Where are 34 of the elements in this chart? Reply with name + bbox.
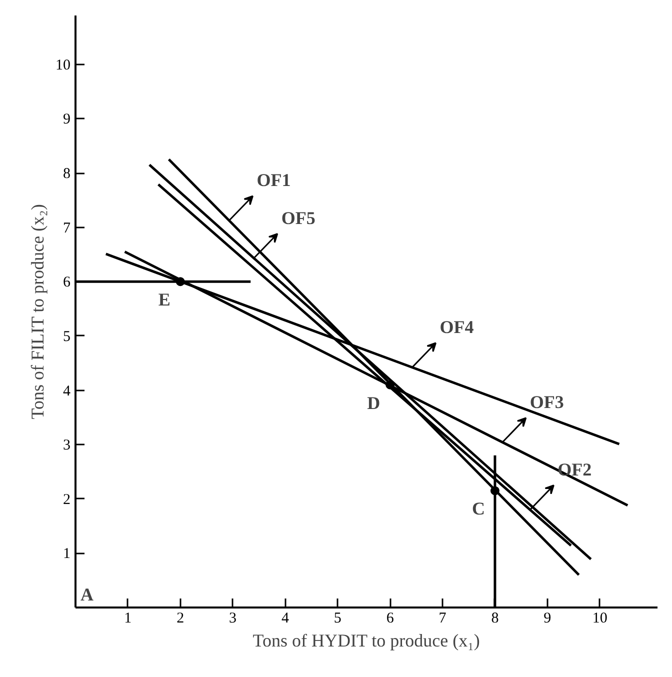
x-tick-label: 9 [544, 610, 552, 626]
x-tick-label: 7 [438, 610, 447, 626]
y-tick-label: 1 [63, 546, 70, 562]
y-tick-label: 9 [63, 112, 70, 128]
annotation: OF1 [256, 170, 291, 190]
y-tick-label: 10 [56, 57, 70, 74]
point [386, 380, 395, 390]
annotation: D [367, 392, 380, 413]
y-tick-label: 5 [63, 328, 70, 345]
x-tick-label: 8 [491, 610, 499, 626]
y-tick-label: 7 [63, 220, 71, 236]
point [490, 486, 500, 496]
point [176, 277, 185, 286]
x-tick-label: 6 [386, 610, 394, 626]
x-axis-title: Tons of HYDIT to produce (x₁) [252, 630, 480, 650]
y-tick-label: 2 [63, 492, 70, 508]
x-tick-label: 4 [281, 610, 290, 626]
annotation: OF4 [440, 317, 474, 337]
y-tick-label: 4 [63, 383, 71, 400]
x-tick-label: 5 [334, 610, 342, 626]
annotation: C [472, 498, 485, 519]
x-tick-label: 2 [176, 610, 184, 626]
y-axis-title: Tons of FILIT to produce (x₂) [28, 204, 48, 420]
x-tick-label: 3 [229, 610, 237, 626]
annotation: A [80, 584, 94, 604]
y-tick-label: 6 [63, 274, 71, 291]
y-tick-label: 8 [63, 166, 70, 182]
annotation: E [158, 290, 170, 310]
y-tick-label: 3 [63, 438, 70, 454]
x-tick-label: 1 [124, 610, 132, 626]
x-tick-label: 10 [592, 610, 608, 626]
annotation: OF5 [281, 208, 316, 228]
annotation: OF3 [530, 392, 564, 412]
annotation: OF2 [558, 459, 592, 480]
